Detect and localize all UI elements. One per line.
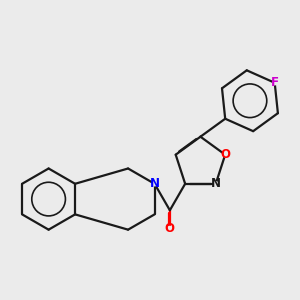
- Text: F: F: [271, 76, 279, 89]
- Text: N: N: [211, 177, 221, 190]
- Circle shape: [168, 226, 172, 231]
- Text: O: O: [165, 222, 175, 235]
- Text: N: N: [150, 177, 160, 190]
- Text: O: O: [220, 148, 230, 161]
- Circle shape: [273, 81, 277, 85]
- Circle shape: [223, 153, 227, 157]
- Circle shape: [152, 182, 157, 186]
- Circle shape: [214, 182, 218, 186]
